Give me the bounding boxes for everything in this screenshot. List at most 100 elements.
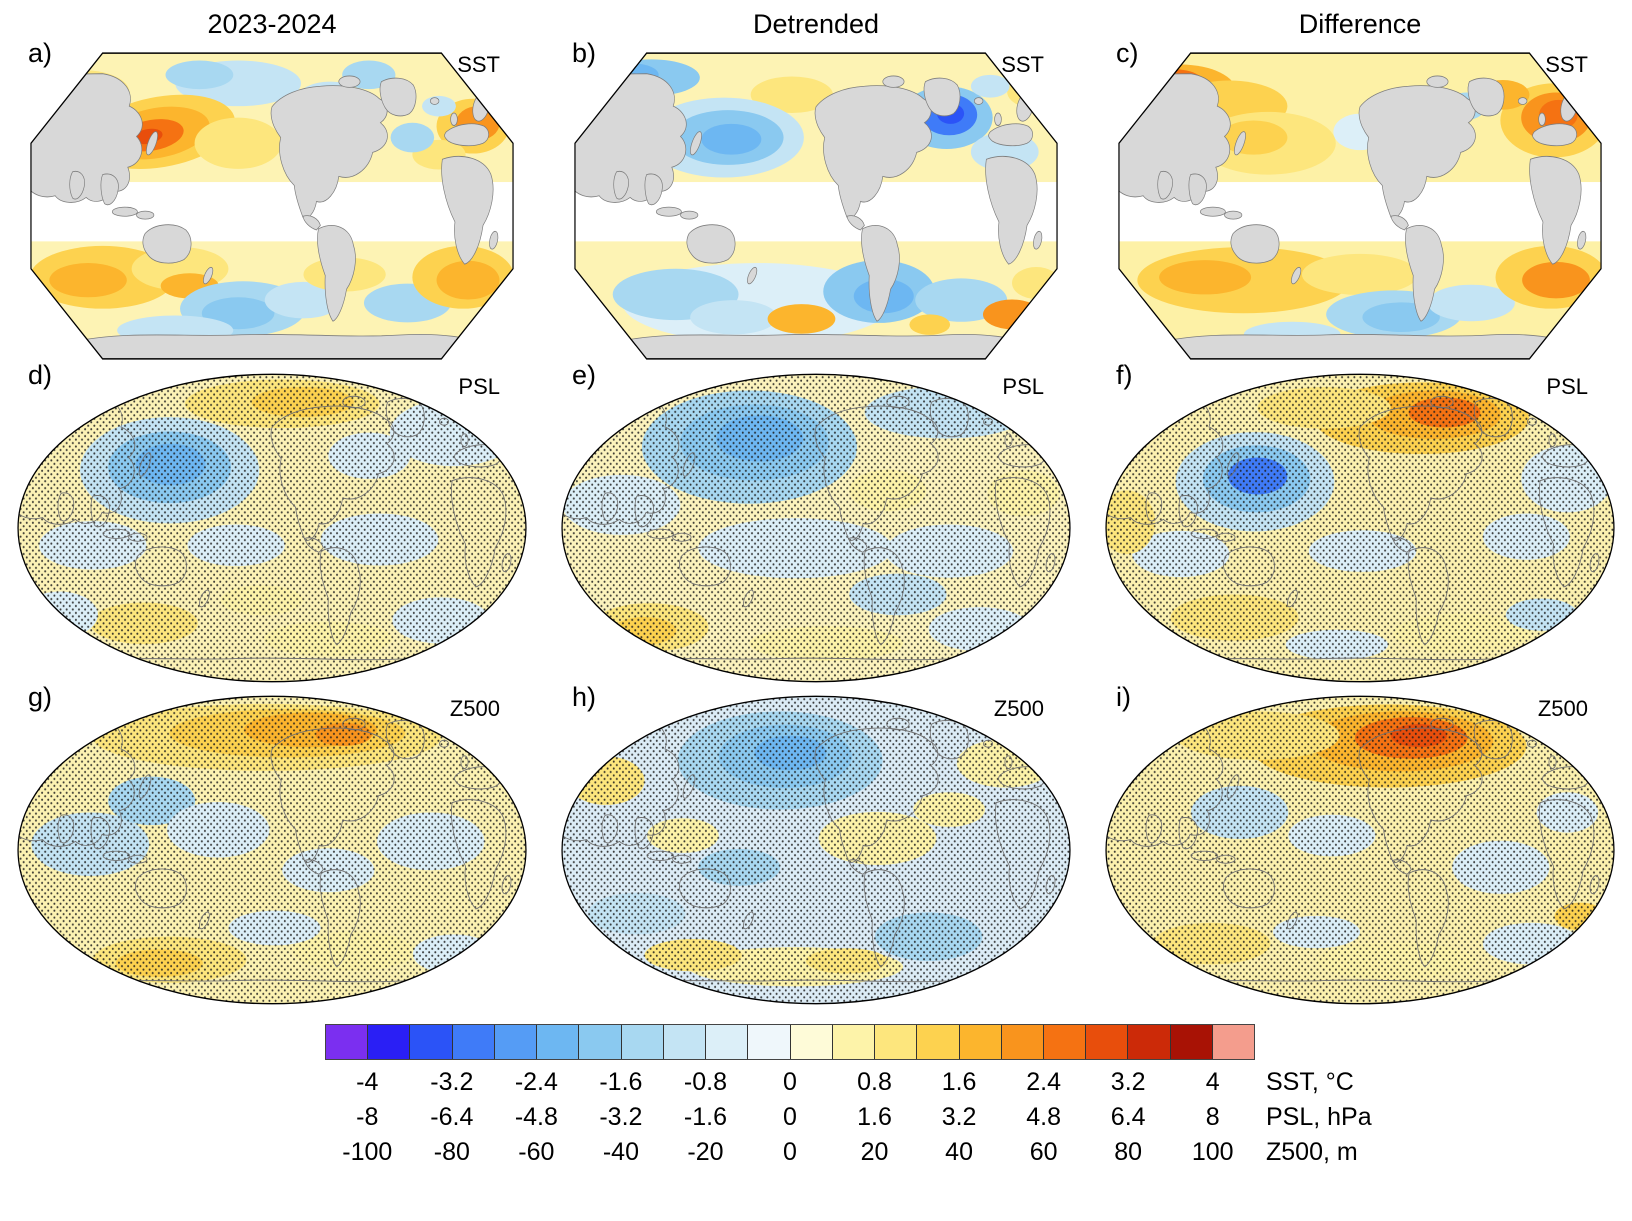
colorbar-tick: 0: [783, 1138, 797, 1166]
panel-label-b: b): [572, 38, 597, 68]
panel-c: c) SST: [1088, 38, 1632, 366]
panel-f: f) PSL: [1088, 360, 1632, 688]
colorbar-tick: -3.2: [599, 1103, 643, 1131]
colorbar-tick: -100: [342, 1138, 393, 1166]
panel-d: d) PSL: [0, 360, 544, 688]
panel-label-h: h): [572, 682, 597, 712]
colorbar-cell: [326, 1025, 368, 1059]
column-headers: 2023-2024 Detrended Difference: [0, 0, 1632, 44]
colorbar-tick: -3.2: [430, 1068, 474, 1096]
column-title-difference: Difference: [1298, 8, 1422, 39]
colorbar-cell: [536, 1025, 579, 1059]
map-a-sst-2023-2024: [30, 52, 514, 360]
colorbar-tick: -8: [356, 1103, 379, 1131]
panel-label-d: d): [28, 360, 53, 390]
colorbar-tick: 40: [945, 1138, 973, 1166]
colorbar-tick: -1.6: [599, 1068, 643, 1096]
colorbar-unit-z500: Z500, m: [1266, 1138, 1358, 1166]
colorbar-tick: -80: [433, 1138, 470, 1166]
colorbar-tick: 100: [1191, 1138, 1234, 1166]
colorbar-unit-sst: SST, °C: [1266, 1068, 1354, 1096]
map-d-psl-2023-2024: [17, 373, 527, 683]
map-i-z500-difference: [1105, 695, 1615, 1005]
colorbar-cell: [1169, 1025, 1212, 1059]
panel-e: e) PSL: [544, 360, 1088, 688]
colorbar-tick: -4.8: [514, 1103, 558, 1131]
colorbar-cell: [620, 1025, 663, 1059]
panel-label-i: i): [1116, 682, 1131, 712]
map-b-sst-detrended: [574, 52, 1058, 360]
panel-label-e: e): [572, 360, 597, 390]
colorbar-tick: 4: [1205, 1068, 1220, 1096]
column-title-detrended: Detrended: [752, 8, 880, 39]
colorbar-cell: [747, 1025, 790, 1059]
panel-variable-c: SST: [1545, 52, 1588, 77]
colorbar-tick: -1.6: [683, 1103, 727, 1131]
map-f-psl-difference: [1105, 373, 1615, 683]
colorbar-ticks-sst: -4 -3.2 -2.4 -1.6 -0.8 0 0.8 1.6 2.4 3.2 4: [325, 1068, 1255, 1102]
panel-variable-g: Z500: [449, 696, 500, 721]
panel-variable-f: PSL: [1546, 374, 1588, 399]
map-h-z500-detrended: [561, 695, 1071, 1005]
colorbar-cell: [831, 1025, 875, 1059]
colorbar-ticks-psl: -8 -6.4 -4.8 -3.2 -1.6 0 1.6 3.2 4.8 6.4 8: [325, 1103, 1255, 1137]
colorbar-cell: [1042, 1025, 1086, 1059]
colorbar-tick: 0: [783, 1068, 797, 1096]
panel-i: i) Z500: [1088, 682, 1632, 1010]
colorbar-tick: 1.6: [941, 1068, 977, 1096]
colorbar-tick: 1.6: [857, 1103, 892, 1131]
colorbar-cell: [1000, 1025, 1043, 1059]
colorbar-cell: [578, 1025, 621, 1059]
colorbar: [325, 1024, 1255, 1060]
colorbar-tick: 6.4: [1110, 1103, 1146, 1131]
colorbar-tick: 80: [1114, 1138, 1143, 1166]
colorbar-cell: [958, 1025, 1001, 1059]
panel-g: g) Z500: [0, 682, 544, 1010]
colorbar-tick: -2.4: [514, 1068, 558, 1096]
colorbar-cell: [1211, 1025, 1255, 1059]
panel-variable-b: SST: [1001, 52, 1044, 77]
map-c-sst-difference: [1118, 52, 1602, 360]
panel-variable-i: Z500: [1537, 696, 1588, 721]
panel-variable-e: PSL: [1002, 374, 1044, 399]
colorbar-tick: 3.2: [941, 1103, 977, 1131]
panel-label-c: c): [1116, 38, 1139, 68]
panel-h: h) Z500: [544, 682, 1088, 1010]
colorbar-cell: [705, 1025, 748, 1059]
colorbar-cell: [662, 1025, 706, 1059]
panel-variable-d: PSL: [458, 374, 500, 399]
colorbar-tick: 60: [1029, 1138, 1058, 1166]
colorbar-cell: [409, 1025, 452, 1059]
colorbar-section: -4 -3.2 -2.4 -1.6 -0.8 0 0.8 1.6 2.4 3.2 4 -8 -6.4-…: [0, 1018, 1632, 1193]
panel-b: b) SST: [544, 38, 1088, 366]
colorbar-cell: [874, 1025, 917, 1059]
panel-variable-h: Z500: [993, 696, 1044, 721]
colorbar-cell: [367, 1025, 410, 1059]
colorbar-tick: -40: [602, 1138, 639, 1166]
colorbar-tick: 20: [860, 1138, 889, 1166]
column-title-2023-2024: 2023-2024: [207, 8, 337, 39]
panel-a: a) SST: [0, 38, 544, 366]
colorbar-ticks-z500: -100 -80 -60 -40 -20 0 20 40 60 80 100: [325, 1138, 1255, 1172]
colorbar-cell: [789, 1025, 832, 1059]
colorbar-tick: 2.4: [1026, 1068, 1062, 1096]
map-g-z500-2023-2024: [17, 695, 527, 1005]
panel-label-g: g): [28, 682, 53, 712]
colorbar-cell: [1127, 1025, 1170, 1059]
colorbar-cell: [451, 1025, 494, 1059]
colorbar-unit-psl: PSL, hPa: [1266, 1103, 1372, 1131]
colorbar-tick: -4: [356, 1068, 379, 1096]
panel-label-a: a): [28, 38, 53, 68]
colorbar-tick: -60: [518, 1138, 555, 1166]
colorbar-tick: 4.8: [1026, 1103, 1062, 1131]
colorbar-cell: [916, 1025, 959, 1059]
colorbar-tick: -6.4: [430, 1103, 474, 1131]
colorbar-tick: -20: [687, 1138, 724, 1166]
colorbar-tick: 8: [1205, 1103, 1220, 1131]
panel-variable-a: SST: [457, 52, 500, 77]
colorbar-tick: 0: [783, 1103, 797, 1131]
colorbar-tick: 3.2: [1110, 1068, 1146, 1096]
colorbar-tick: -0.8: [683, 1068, 727, 1096]
map-e-psl-detrended: [561, 373, 1071, 683]
